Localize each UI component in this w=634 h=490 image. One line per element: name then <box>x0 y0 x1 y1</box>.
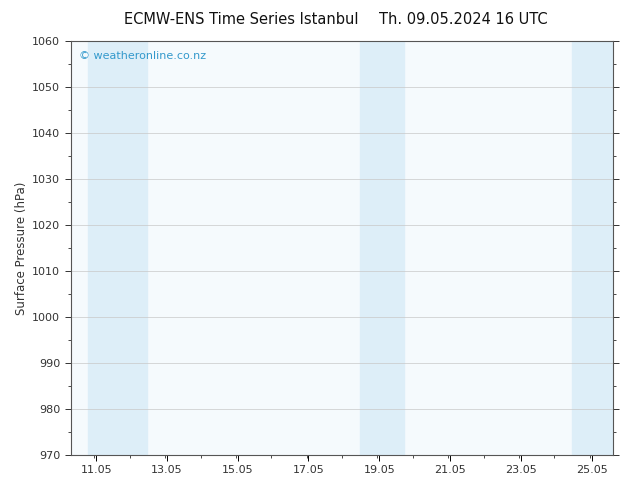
Y-axis label: Surface Pressure (hPa): Surface Pressure (hPa) <box>15 181 28 315</box>
Bar <box>359 41 404 455</box>
Text: © weatheronline.co.nz: © weatheronline.co.nz <box>79 51 206 61</box>
Text: Th. 09.05.2024 16 UTC: Th. 09.05.2024 16 UTC <box>378 12 547 27</box>
Text: ECMW-ENS Time Series Istanbul: ECMW-ENS Time Series Istanbul <box>124 12 358 27</box>
Bar <box>88 41 148 455</box>
Bar <box>572 41 614 455</box>
